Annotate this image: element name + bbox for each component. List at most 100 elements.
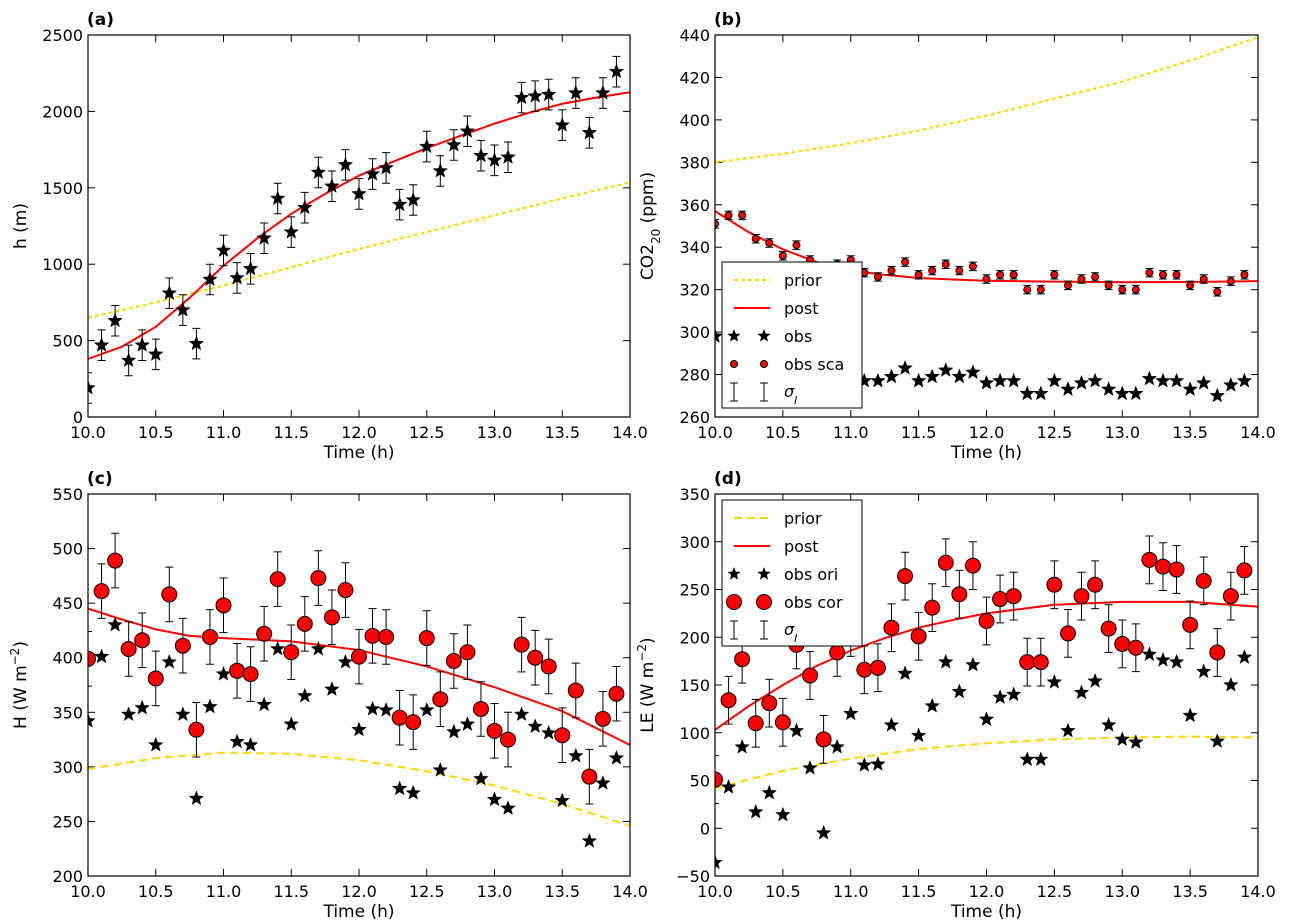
series-obs-point	[937, 362, 954, 377]
y-tick-label: 300	[52, 758, 83, 777]
x-tick-label: 10.0	[70, 423, 106, 442]
series-obs_ori-point	[1209, 733, 1226, 748]
series-obs_ori-point	[567, 747, 584, 763]
series-obs_cor-point	[1059, 625, 1076, 642]
series-obs_ori-point	[965, 656, 981, 672]
x-tick-label: 14.0	[1240, 423, 1276, 442]
series-obs_cor-point	[608, 685, 625, 702]
series-obs_cor-point	[1141, 551, 1158, 568]
series-obs_sca-point	[1077, 275, 1086, 284]
series-obs_ori-point	[775, 806, 791, 822]
legend-label-obs_cor: obs cor	[784, 593, 843, 612]
series-obs_ori-point	[595, 775, 611, 790]
y-axis-label: CO220 (ppm)	[638, 172, 663, 280]
series-obs_ori-point	[147, 736, 164, 752]
series-obs_cor-point	[93, 583, 110, 600]
series-obs_sca-point	[1131, 285, 1140, 294]
series-obs_ori-point	[364, 700, 381, 716]
series-obs_ori-point	[202, 698, 218, 714]
x-tick-label: 10.0	[697, 882, 733, 901]
y-tick-label: 300	[679, 323, 710, 342]
series-obs_cor-point	[910, 628, 927, 645]
series-obs_cor-point	[581, 768, 598, 785]
series-obs_ori-point	[134, 699, 151, 715]
series-obs_cor-point	[761, 695, 778, 712]
legend-label-sigma-symbol: σ	[784, 382, 795, 401]
series-obs_sca-point	[1172, 270, 1181, 279]
series-obs-point	[364, 165, 381, 181]
series-obs-point	[1168, 372, 1185, 388]
y-axis-label-unit: (ppm)	[638, 172, 658, 229]
y-tick-label: 1500	[42, 179, 83, 198]
series-obs_ori-point	[378, 701, 394, 717]
series-obs_ori-point	[391, 780, 408, 796]
x-tick-label: 14.0	[1240, 882, 1276, 901]
series-obs_sca-point	[1145, 268, 1154, 277]
series-obs_ori-point	[1005, 686, 1022, 702]
legend-handle-obs_sca	[730, 360, 738, 368]
series-obs_ori-point	[554, 792, 571, 808]
series-obs_ori-point	[883, 716, 900, 732]
series-obs-point	[1087, 372, 1103, 388]
series-obs-point	[188, 335, 205, 351]
series-obs-point	[897, 359, 913, 375]
series-obs_cor-point	[120, 640, 137, 657]
y-tick-label: 0	[700, 819, 710, 838]
legend-handle-obs_cor	[726, 594, 742, 610]
series-obs_sca-point	[968, 262, 977, 271]
legend-box	[721, 261, 863, 409]
y-tick-label: −50	[676, 867, 710, 886]
x-tick-label: 12.0	[341, 882, 377, 901]
axes-frame	[714, 34, 1259, 418]
series-obs_ori-point	[715, 854, 723, 870]
legend-handle-obs_cor	[756, 594, 772, 610]
series-obs_cor-point	[88, 650, 96, 667]
series-obs_sca-point	[928, 266, 937, 275]
series-obs-point	[1046, 372, 1063, 388]
series-obs_ori-point	[788, 722, 805, 738]
x-tick-label: 13.0	[1104, 882, 1140, 901]
series-obs_sca-point	[724, 211, 733, 220]
series-obs_sca-point	[1104, 281, 1113, 290]
y-tick-label: 100	[679, 724, 710, 743]
y-tick-label: 50	[690, 772, 710, 791]
series-obs-point	[175, 301, 191, 317]
legend: prior post obs obs sca σI	[721, 261, 863, 409]
series-obs_ori-point	[1168, 653, 1185, 669]
series-obs_sca-point	[1199, 275, 1208, 284]
series-obs_cor-point	[201, 628, 218, 645]
x-tick-label: 10.5	[765, 882, 801, 901]
series-obs_ori-point	[446, 723, 462, 739]
series-obs_ori-point	[107, 616, 123, 632]
y-axis-label: H (W m−2)	[8, 641, 31, 729]
x-tick-label: 12.5	[409, 423, 445, 442]
series-prior-line	[88, 181, 630, 319]
series-obs-point	[1100, 381, 1117, 397]
y-tick-label: 200	[52, 867, 83, 886]
series-obs-point	[296, 199, 313, 215]
series-obs_sca-point	[751, 234, 760, 243]
y-tick-label: 400	[52, 649, 83, 668]
series-obs_cor-point	[734, 651, 751, 668]
series-obs-point	[540, 86, 557, 102]
series-obs_cor-point	[1195, 572, 1212, 589]
x-axis-label: Time (h)	[322, 902, 394, 921]
series-obs_cor-point	[869, 659, 886, 676]
series-obs_ori-point	[88, 712, 96, 728]
y-tick-label: 500	[52, 332, 83, 351]
series-obs-point	[432, 162, 449, 178]
series-obs_cor-point	[283, 644, 300, 661]
series-obs_cor-point	[527, 649, 544, 666]
series-obs_ori-point	[992, 689, 1008, 705]
y-axis-label-sup: −2	[8, 648, 22, 666]
series-obs_ori-point	[815, 824, 832, 840]
y-axis-label-unit: )	[11, 641, 31, 648]
series-obs_ori-point	[175, 706, 191, 722]
y-tick-label: 320	[679, 281, 710, 300]
panel-b: (b) 10.0 10.5 11.0 11.5 12.0 12.5 13.0 13.5 14.0 2…	[638, 10, 1276, 463]
series-obs_cor-point	[242, 666, 259, 683]
y-tick-label: 150	[679, 676, 710, 695]
x-tick-label: 13.5	[544, 423, 580, 442]
series-obs_ori-point	[418, 701, 435, 717]
axes-frame	[714, 493, 1259, 877]
